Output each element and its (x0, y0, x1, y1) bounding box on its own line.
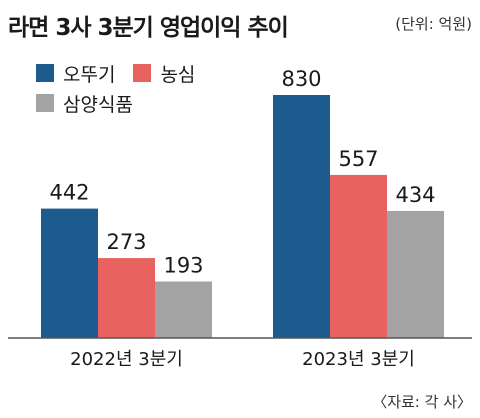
legend-swatch-series-1 (133, 64, 152, 82)
legend-label-series-0: 오뚜기 (63, 63, 116, 86)
bar-1-1 (330, 174, 387, 338)
data-label-0-2: 193 (163, 253, 203, 277)
legend-swatch-series-2 (36, 94, 54, 112)
bar-0-2 (155, 281, 212, 338)
source-note: 〈자료: 각 사〉 (372, 393, 472, 411)
legend-swatch-series-0 (36, 64, 54, 82)
bar-0-0 (41, 208, 98, 338)
data-label-0-1: 273 (106, 230, 146, 254)
legend-label-series-1: 농심 (160, 63, 196, 86)
legend-row-top: 오뚜기 농심 (36, 58, 195, 88)
data-label-1-0: 830 (281, 67, 321, 91)
data-label-0-0: 442 (49, 181, 89, 205)
legend: 오뚜기 농심 삼양식품 (36, 58, 195, 118)
legend-item-series-2: 삼양식품 (36, 88, 133, 118)
bar-0-1 (98, 258, 155, 338)
data-label-1-2: 434 (395, 183, 435, 207)
legend-label-series-2: 삼양식품 (63, 93, 133, 116)
unit-label: (단위: 억원) (395, 15, 472, 33)
chart-title: 라면 3사 3분기 영업이익 추이 (8, 15, 289, 41)
legend-row-bottom: 삼양식품 (36, 88, 195, 118)
bar-1-0 (273, 95, 330, 338)
category-label-0: 2022년 3분기 (70, 349, 183, 370)
data-label-1-1: 557 (338, 147, 378, 171)
legend-item-series-0: 오뚜기 (36, 58, 115, 88)
bar-1-2 (387, 210, 444, 338)
legend-item-series-1: 농심 (133, 58, 195, 88)
category-label-1: 2023년 3분기 (302, 349, 415, 370)
